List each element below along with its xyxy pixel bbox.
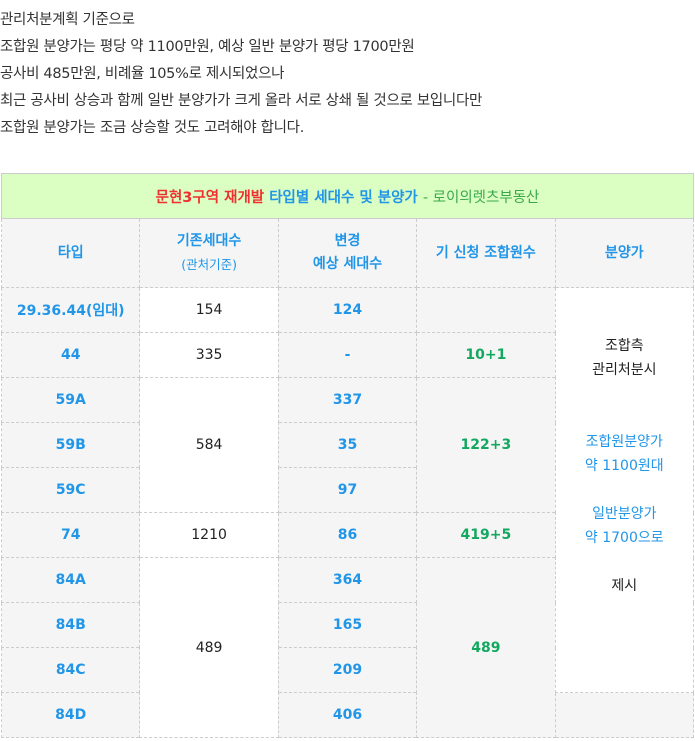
price-line: 조합측 bbox=[604, 338, 644, 354]
header-changed-line2: 예상 세대수 bbox=[312, 256, 383, 272]
type-cell: 59C bbox=[0, 467, 141, 513]
table-row: 84C 209 bbox=[0, 647, 694, 693]
title-source: - 로이의렛츠부동산 bbox=[422, 189, 540, 206]
existing-cell: 1210 bbox=[139, 512, 279, 558]
changed-cell: 364 bbox=[277, 557, 418, 603]
type-cell: 84A bbox=[0, 557, 141, 603]
changed-cell: 165 bbox=[277, 602, 418, 648]
table-row: 84B 165 bbox=[0, 602, 694, 648]
header-type: 타입 bbox=[0, 218, 141, 288]
type-cell: 59B bbox=[0, 422, 141, 468]
existing-cell: 584 bbox=[139, 377, 279, 513]
intro-text: 관리처분계획 기준으로 조합원 분양가는 평당 약 1100만원, 예상 일반 … bbox=[0, 0, 695, 142]
type-cell: 29.36.44(임대) bbox=[0, 287, 141, 333]
table-row: 84D 406 bbox=[0, 692, 695, 738]
unit-table: 문현3구역 재개발 타입별 세대수 및 분양가 - 로이의렛츠부동산 타입 기존… bbox=[0, 173, 695, 738]
member-price-value: 약 1100원대 bbox=[584, 458, 664, 474]
changed-cell: 35 bbox=[277, 422, 418, 468]
type-cell: 59A bbox=[0, 377, 141, 423]
existing-cell: 489 bbox=[139, 557, 279, 738]
header-changed-line1: 변경 bbox=[334, 233, 361, 249]
changed-cell: 86 bbox=[277, 512, 418, 558]
header-price: 분양가 bbox=[554, 218, 695, 288]
existing-cell: 335 bbox=[139, 332, 279, 378]
applied-cell: 122+3 bbox=[416, 377, 556, 513]
general-price-value: 약 1700으로 bbox=[584, 530, 664, 546]
changed-cell: 209 bbox=[277, 647, 418, 693]
title-blue: 타입별 세대수 및 분양가 bbox=[269, 189, 418, 206]
applied-cell: 489 bbox=[416, 557, 556, 738]
price-line: 제시 bbox=[611, 578, 638, 594]
header-existing-label: 기존세대수 bbox=[176, 232, 242, 249]
table-row: 59A 584 337 122+3 bbox=[0, 377, 694, 513]
type-cell: 44 bbox=[0, 332, 141, 378]
changed-cell: 97 bbox=[277, 467, 418, 513]
title-red: 문현3구역 재개발 bbox=[155, 189, 265, 206]
price-cell: 조합측 관리처분시 조합원분양가 약 1100원대 일반분양가 약 1700으로… bbox=[554, 287, 695, 693]
price-empty-cell bbox=[554, 692, 695, 738]
price-line: 관리처분시 bbox=[592, 362, 657, 378]
type-cell: 84C bbox=[0, 647, 141, 693]
table-row: 44 335 - 10+1 bbox=[0, 332, 694, 378]
type-cell: 84D bbox=[0, 692, 141, 738]
type-cell: 74 bbox=[0, 512, 141, 558]
header-existing-sub: (관처기준) bbox=[181, 256, 237, 272]
table-row: 84A 489 364 489 bbox=[0, 557, 694, 738]
header-applied: 기 신청 조합원수 bbox=[416, 218, 556, 288]
table-title: 문현3구역 재개발 타입별 세대수 및 분양가 - 로이의렛츠부동산 bbox=[1, 173, 694, 219]
type-cell: 84B bbox=[0, 602, 141, 648]
table-title-row: 문현3구역 재개발 타입별 세대수 및 분양가 - 로이의렛츠부동산 bbox=[1, 173, 694, 219]
member-price-label: 조합원분양가 bbox=[585, 434, 663, 450]
intro-line: 관리처분계획 기준으로 bbox=[0, 12, 135, 28]
applied-cell: 10+1 bbox=[416, 332, 556, 378]
intro-line: 공사비 485만원, 비례율 105%로 제시되었으나 bbox=[0, 66, 285, 82]
applied-cell: 419+5 bbox=[416, 512, 556, 558]
changed-cell: 406 bbox=[277, 692, 418, 738]
intro-line: 조합원 분양가는 평당 약 1100만원, 예상 일반 분양가 평당 1700만… bbox=[0, 39, 415, 55]
changed-cell: 124 bbox=[277, 287, 418, 333]
existing-cell: 154 bbox=[139, 287, 279, 333]
intro-line: 조합원 분양가는 조금 상승할 것도 고려해야 합니다. bbox=[0, 120, 305, 136]
header-existing: 기존세대수 (관처기준) bbox=[139, 218, 279, 288]
intro-line: 최근 공사비 상승과 함께 일반 분양가가 크게 올라 서로 상쇄 될 것으로 … bbox=[0, 93, 483, 109]
changed-cell: 337 bbox=[277, 377, 418, 423]
applied-cell bbox=[416, 287, 556, 333]
general-price-label: 일반분양가 bbox=[592, 506, 657, 522]
table-row: 59C 97 bbox=[0, 467, 694, 513]
table-row: 29.36.44(임대) 154 124 조합측 관리처분시 조합원분양가 약 … bbox=[0, 287, 695, 693]
changed-cell: - bbox=[277, 332, 418, 378]
